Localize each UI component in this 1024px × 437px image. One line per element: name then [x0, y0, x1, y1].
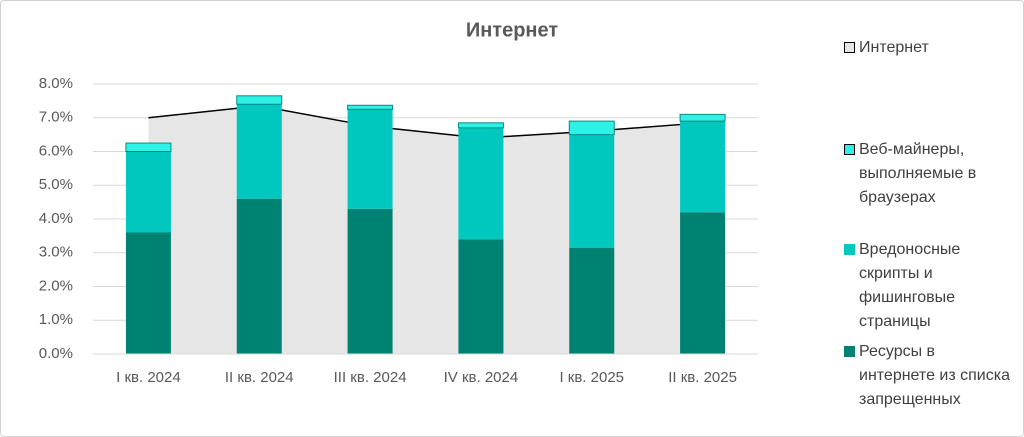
bar-segment — [569, 247, 615, 354]
x-tick-label: II кв. 2025 — [668, 369, 737, 386]
y-tick-label: 4.0% — [39, 210, 73, 227]
area — [148, 105, 703, 354]
bar-segment — [236, 198, 282, 354]
x-tick-label: IV кв. 2024 — [444, 369, 519, 386]
y-tick-label: 7.0% — [39, 109, 73, 126]
bar-segment — [568, 120, 615, 136]
bar-segment — [236, 104, 282, 199]
bar-segment — [347, 109, 393, 209]
y-tick-label: 1.0% — [39, 311, 73, 328]
legend-label: Веб-майнеры, выполняемые в браузерах — [859, 141, 977, 206]
bar-segment — [125, 232, 171, 354]
bar-segment — [125, 151, 171, 233]
bar-segment — [680, 121, 726, 213]
x-tick-label: I кв. 2025 — [559, 369, 624, 386]
bar-segment — [679, 113, 726, 122]
x-tick-label: II кв. 2024 — [225, 369, 294, 386]
bar-segment — [347, 208, 393, 354]
x-tick-label: III кв. 2024 — [334, 369, 407, 386]
bar-segment — [236, 95, 283, 105]
legend-swatch — [844, 346, 855, 357]
y-tick-label: 2.0% — [39, 277, 73, 294]
bar-segment — [125, 142, 172, 152]
x-tick-label: I кв. 2024 — [116, 369, 181, 386]
legend-label: Интернет — [859, 39, 929, 56]
chart-title: Интернет — [466, 19, 559, 41]
bar-segment — [347, 104, 394, 110]
legend-entry: Интернет — [844, 36, 1014, 60]
bar-segment — [458, 127, 504, 240]
y-tick-label: 6.0% — [39, 142, 73, 159]
bar-segment — [457, 122, 504, 129]
y-tick-label: 3.0% — [39, 244, 73, 261]
y-tick-label: 0.0% — [39, 345, 73, 362]
legend-label: Вредоносные скрипты и фишинговые страниц… — [859, 241, 961, 330]
bar-segment — [569, 134, 615, 248]
y-tick-label: 8.0% — [39, 75, 73, 92]
y-tick-label: 5.0% — [39, 176, 73, 193]
legend-entry: Ресурсы в интернете из списка запрещенны… — [844, 340, 1014, 412]
bar-segment — [680, 212, 726, 354]
legend-entry: Веб-майнеры, выполняемые в браузерах — [844, 138, 1014, 210]
legend-swatch — [844, 144, 855, 155]
legend-label: Ресурсы в интернете из списка запрещенны… — [859, 343, 1010, 408]
legend-swatch — [844, 244, 855, 255]
bar-segment — [458, 239, 504, 354]
legend-swatch — [844, 42, 855, 53]
legend-entry: Вредоносные скрипты и фишинговые страниц… — [844, 238, 1014, 334]
